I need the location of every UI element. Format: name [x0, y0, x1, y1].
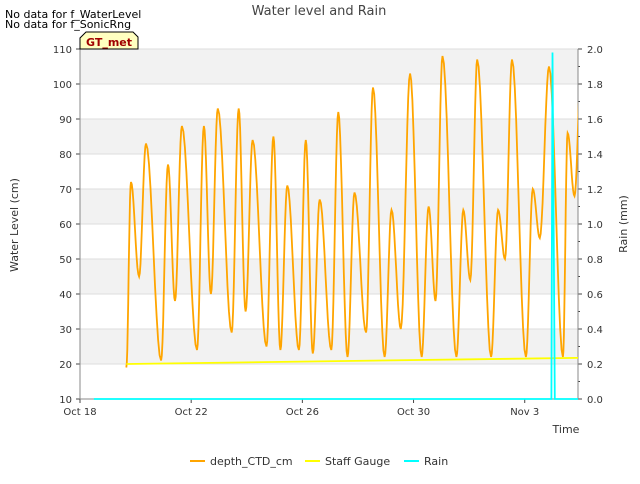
y-right-tick-label: 1.0	[587, 220, 603, 231]
plot-area: 10 20 30 40 50 60 70 80 90 100 110 0.0 0.2 0.4 0.6 0.8 1…	[53, 45, 603, 418]
legend-label-rain: Rain	[424, 455, 448, 468]
legend: depth_CTD_cm Staff Gauge Rain	[190, 455, 448, 468]
x-tick-label: Oct 18	[63, 407, 96, 418]
y-right-tick-label: 0.2	[587, 360, 603, 371]
y-left-tick-label: 110	[53, 45, 72, 56]
grid-band	[80, 189, 578, 224]
y-right-tick-label: 0.0	[587, 395, 603, 406]
y-right-tick-label: 1.6	[587, 115, 603, 126]
legend-label-staff-gauge: Staff Gauge	[325, 455, 390, 468]
y-right-tick-label: 0.6	[587, 290, 603, 301]
y-left-tick-label: 30	[59, 325, 72, 336]
no-data-note: No data for f_WaterLevel	[5, 8, 141, 21]
y-axis-label-left: Water Level (cm)	[8, 178, 21, 272]
y-left-tick-label: 20	[59, 360, 72, 371]
y-right-tick-label: 2.0	[587, 45, 603, 56]
badge-box	[79, 31, 139, 50]
y-right-tick-label: 0.8	[587, 255, 603, 266]
site-badge: GT_met	[79, 31, 139, 50]
y-right-tick-label: 1.8	[587, 80, 603, 91]
y-left-tick-label: 40	[59, 290, 72, 301]
grid-band	[80, 49, 578, 84]
y-right-tick-label: 1.4	[587, 150, 603, 161]
y-left-tick-label: 80	[59, 150, 72, 161]
x-tick-label: Oct 30	[397, 407, 430, 418]
x-axis-label: Time	[552, 423, 580, 436]
legend-label-depth: depth_CTD_cm	[210, 455, 293, 468]
badge-label: GT_met	[86, 36, 132, 49]
grid-band	[80, 119, 578, 154]
y-axis-label-right: Rain (mm)	[617, 195, 630, 253]
y-right-tick-label: 1.2	[587, 185, 603, 196]
x-tick-label: Nov 3	[510, 407, 539, 418]
y-left-tick-label: 10	[59, 395, 72, 406]
y-left-tick-label: 90	[59, 115, 72, 126]
series-line-rain	[93, 52, 578, 400]
series-line-depth-ctd-cm	[125, 55, 578, 368]
y-right-tick-label: 0.4	[587, 325, 603, 336]
y-left-tick-label: 100	[53, 80, 72, 91]
x-tick-label: Oct 26	[286, 407, 319, 418]
no-data-note: No data for f_SonicRng	[5, 18, 131, 31]
y-left-tick-label: 60	[59, 220, 72, 231]
y-left-tick-label: 70	[59, 185, 72, 196]
x-tick-label: Oct 22	[175, 407, 208, 418]
chart-title: Water level and Rain	[252, 4, 387, 19]
y-left-tick-label: 50	[59, 255, 72, 266]
